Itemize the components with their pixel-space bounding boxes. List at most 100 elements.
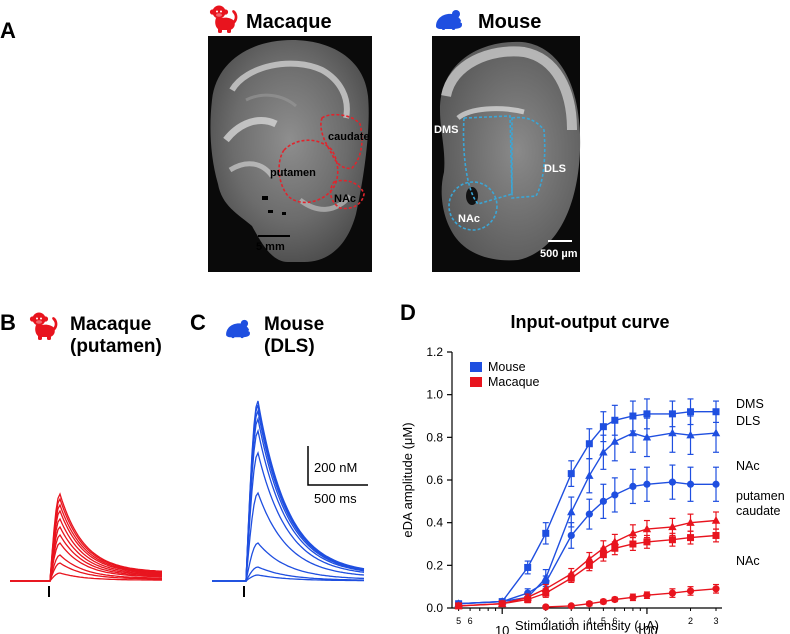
data-point [610, 537, 620, 546]
data-point [711, 516, 721, 524]
data-point [712, 585, 720, 593]
data-point [668, 536, 676, 544]
mouse-region-dls: DLS [544, 163, 566, 175]
data-point [628, 428, 638, 437]
series-line [545, 588, 717, 608]
data-point [712, 480, 720, 488]
x-minor-tick-label: 4 [587, 616, 592, 626]
macaque-traces [10, 492, 163, 582]
x-minor-tick-label: 3 [569, 616, 574, 626]
data-point [686, 587, 695, 595]
y-axis-label: eDA amplitude (μM) [400, 422, 415, 537]
macaque-trace-line [10, 497, 162, 582]
trace-scale-bar [307, 446, 368, 486]
series-dms-0 [455, 398, 720, 608]
panel-b-title-line2: (putamen) [70, 336, 162, 357]
macaque-trace-line [10, 554, 163, 582]
data-point [712, 531, 720, 539]
macaque-region-caudate: caudate [328, 131, 370, 143]
data-point [524, 595, 532, 603]
macaque-title-a: Macaque [246, 11, 332, 33]
data-point [542, 589, 550, 597]
data-point [585, 561, 593, 569]
x-minor-tick-label: 2 [688, 616, 693, 626]
data-point [599, 497, 607, 505]
series-end-label: DMS [736, 397, 764, 411]
data-point [567, 507, 576, 516]
y-tick-label: 1.0 [426, 388, 443, 402]
macaque-roi-outlines [278, 113, 365, 210]
data-point [611, 595, 619, 604]
series-line [458, 481, 716, 605]
data-point [711, 428, 721, 437]
macaque-trace-line [10, 517, 163, 582]
data-point [668, 478, 677, 486]
panel-label-c: C [190, 310, 206, 335]
data-point [628, 528, 638, 537]
mouse-trace-line [212, 416, 365, 582]
y-tick-label: 0.2 [426, 558, 443, 572]
series-end-label: caudate [736, 504, 781, 518]
y-tick-label: 0.6 [426, 473, 443, 487]
data-point [542, 529, 550, 537]
data-point [599, 423, 607, 431]
mouse-icon [223, 319, 251, 339]
data-point [643, 591, 651, 599]
panel-label-d: D [400, 300, 416, 325]
data-point [599, 598, 607, 606]
mouse-traces [212, 400, 365, 582]
mouse-brain-image [432, 36, 581, 272]
data-point [567, 470, 575, 478]
series-nac-2 [455, 464, 720, 608]
data-point [686, 430, 695, 439]
macaque-trace-line [10, 492, 163, 582]
x-minor-tick-label: 6 [612, 616, 617, 626]
data-point [524, 563, 532, 571]
x-minor-tick-label: 5 [601, 616, 606, 626]
data-point [611, 491, 619, 499]
mouse-icon [432, 10, 463, 30]
panel-c-title-line1: Mouse [264, 314, 324, 335]
data-point [599, 543, 608, 552]
data-point [610, 437, 620, 445]
data-point [611, 544, 619, 552]
x-minor-tick-label: 6 [468, 616, 473, 626]
data-point [498, 600, 506, 608]
data-point [643, 480, 651, 488]
macaque-trace-line [10, 542, 162, 582]
series-nac-5 [542, 583, 720, 611]
panel-b-title-line1: Macaque [70, 314, 151, 335]
macaque-trace-line [10, 503, 163, 582]
x-minor-tick-label: 2 [543, 616, 548, 626]
data-point [585, 471, 594, 479]
monkey-icon [29, 312, 58, 340]
data-point [642, 432, 652, 441]
data-point [687, 408, 695, 416]
mouse-trace-line [212, 428, 365, 582]
x-major-tick-label: 100 [636, 623, 658, 634]
x-major-tick-label: 10 [495, 623, 509, 634]
mouse-title-a: Mouse [478, 11, 541, 33]
legend-label: Macaque [488, 375, 539, 389]
data-point [668, 589, 677, 597]
data-point [585, 440, 593, 448]
y-tick-label: 0.4 [426, 516, 443, 530]
macaque-scale-label: 5 mm [256, 241, 285, 253]
x-axis-label: Stimulation intensity (μA) [515, 618, 659, 633]
data-point [629, 593, 637, 601]
data-point [687, 534, 695, 542]
data-point [629, 540, 637, 548]
series-end-label: NAc [736, 459, 760, 473]
series-end-label: putamen [736, 489, 785, 503]
data-point [567, 574, 575, 582]
data-point [686, 518, 695, 526]
data-point [629, 482, 637, 490]
scale-x-label: 500 ms [314, 491, 357, 506]
macaque-region-nac: NAc [334, 193, 356, 205]
data-point [585, 510, 593, 518]
monkey-icon [209, 5, 238, 33]
data-point [599, 551, 607, 559]
data-point [567, 531, 575, 540]
